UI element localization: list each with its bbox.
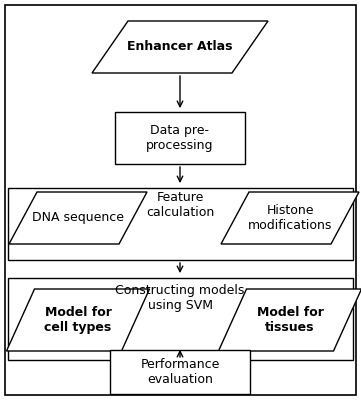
Text: Constructing models
using SVM: Constructing models using SVM [115, 284, 245, 312]
Bar [8, 188, 353, 260]
Text: Model for
tissues: Model for tissues [257, 306, 323, 334]
Text: Enhancer Atlas: Enhancer Atlas [127, 40, 233, 54]
Text: DNA sequence: DNA sequence [32, 212, 124, 224]
Text: Histone
modifications: Histone modifications [248, 204, 332, 232]
Polygon shape [6, 289, 149, 351]
Polygon shape [9, 192, 147, 244]
Polygon shape [218, 289, 361, 351]
Bar [8, 278, 353, 360]
Bar [115, 112, 245, 164]
Text: Performance
evaluation: Performance evaluation [140, 358, 220, 386]
Text: Model for
cell types: Model for cell types [44, 306, 112, 334]
Text: Feature
calculation: Feature calculation [146, 191, 214, 219]
Polygon shape [92, 21, 268, 73]
Bar [110, 350, 250, 394]
Text: Data pre-
processing: Data pre- processing [146, 124, 214, 152]
Polygon shape [221, 192, 359, 244]
